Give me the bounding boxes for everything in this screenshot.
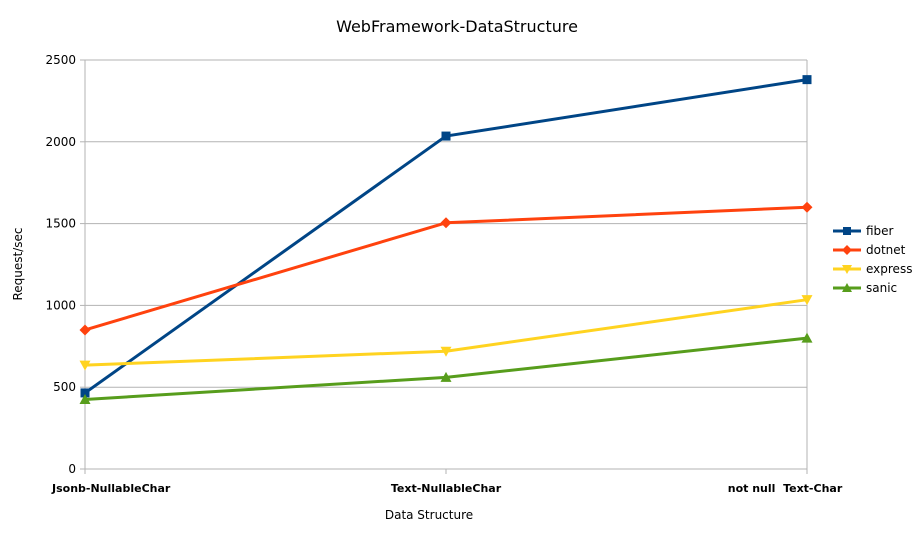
series-express — [79, 295, 813, 371]
data-point — [440, 217, 452, 229]
legend-item: sanic — [833, 281, 897, 295]
legend-label: express — [866, 262, 912, 276]
y-tick-label: 0 — [68, 462, 76, 476]
y-tick-labels: 0 500 1000 1500 2000 2500 — [45, 53, 76, 476]
legend-item: dotnet — [833, 243, 906, 257]
data-point — [440, 346, 452, 357]
x-tick-labels: Jsonb-NullableChar Text-NullableChar not n… — [51, 482, 843, 495]
axes — [80, 59, 808, 474]
y-tick-label: 2500 — [45, 53, 76, 67]
y-tick-label: 1000 — [45, 298, 76, 312]
y-tick-label: 1500 — [45, 217, 76, 231]
data-point — [79, 324, 91, 336]
series-sanic — [79, 332, 813, 404]
legend-marker — [842, 265, 852, 274]
data-point — [802, 75, 812, 85]
x-tick-label: not null Text-Char — [728, 482, 843, 495]
chart-title: WebFramework-DataStructure — [336, 17, 578, 36]
data-point — [801, 201, 813, 213]
legend-marker — [842, 245, 852, 255]
legend-marker — [843, 227, 851, 235]
data-point — [79, 360, 91, 371]
legend-item: express — [833, 262, 912, 276]
data-point — [441, 131, 451, 141]
legend-marker — [842, 283, 852, 292]
y-tick-label: 500 — [53, 380, 76, 394]
y-tick-label: 2000 — [45, 135, 76, 149]
legend-item: fiber — [833, 224, 894, 238]
legend-label: fiber — [866, 224, 894, 238]
legend: fiber dotnet express sanic — [833, 224, 912, 295]
y-axis-title: Request/sec — [11, 227, 25, 300]
x-tick-label: Text-NullableChar — [391, 482, 502, 495]
data-point — [801, 332, 813, 343]
series-line — [84, 78, 808, 395]
x-axis-title: Data Structure — [385, 508, 473, 522]
legend-label: dotnet — [866, 243, 906, 257]
series-layer — [79, 75, 813, 404]
data-point — [80, 388, 90, 398]
data-point — [440, 371, 452, 382]
series-fiber — [80, 75, 812, 398]
data-point — [801, 295, 813, 306]
legend-label: sanic — [866, 281, 897, 295]
x-tick-label: Jsonb-NullableChar — [51, 482, 171, 495]
series-dotnet — [79, 201, 813, 336]
data-point — [79, 393, 91, 404]
